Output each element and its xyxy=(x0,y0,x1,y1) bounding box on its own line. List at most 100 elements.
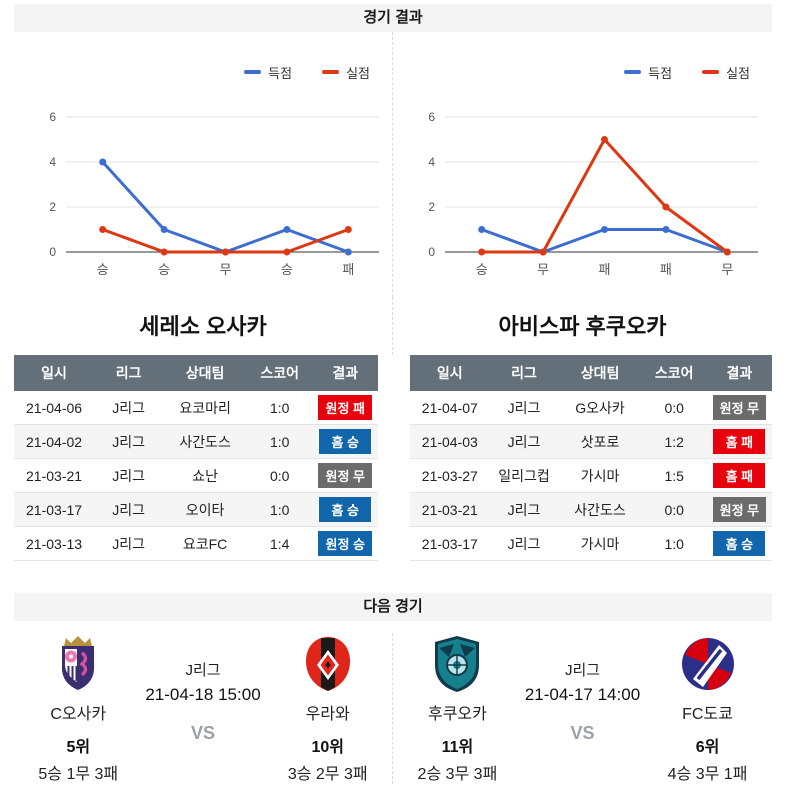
legend-item-score: 득점 xyxy=(244,63,292,82)
x-tick-label: 승 xyxy=(158,262,170,277)
result-badge: 홈 승 xyxy=(713,531,766,556)
match-opponent: 요코FC xyxy=(163,526,247,561)
match-opponent: 가시마 xyxy=(558,526,642,561)
concede-line-swatch-icon xyxy=(322,70,340,74)
next-match-cerezo: C오사카 5위 5승 1무 3패 J리그 21-04-18 15:00 VS 우… xyxy=(14,633,393,784)
match-league: J리그 xyxy=(94,492,164,527)
team-name: C오사카 xyxy=(50,706,107,723)
table-row: 21-04-02 J리그 사간도스 1:0 홈 승 xyxy=(14,424,378,459)
table-header-row: 일시 리그 상대팀 스코어 결과 xyxy=(14,355,378,391)
legend-label-score: 득점 xyxy=(268,65,293,81)
results-section-title: 경기 결과 xyxy=(363,9,423,26)
concede-line-swatch-icon xyxy=(702,70,720,74)
avispa-fukuoka-crest-icon xyxy=(435,636,480,692)
y-tick-label: 4 xyxy=(49,155,56,169)
score-line-swatch-icon xyxy=(624,70,642,74)
series-line-실점 xyxy=(481,138,729,254)
team-rank: 10위 xyxy=(311,739,344,756)
col-opponent: 상대팀 xyxy=(163,355,247,391)
fc-tokyo-crest-icon xyxy=(681,638,734,690)
data-point xyxy=(344,226,352,233)
match-opponent: 가시마 xyxy=(558,458,642,493)
chart-panel-fukuoka: 득점 실점 0 2 4 6 승 무 패 패 무 xyxy=(393,32,772,297)
y-tick-label: 4 xyxy=(428,155,435,169)
table-row: 21-03-17 J리그 오이타 1:0 홈 승 xyxy=(14,492,378,527)
result-badge: 홈 패 xyxy=(713,429,766,454)
match-league: J리그 xyxy=(94,391,164,425)
table-row: 21-03-27 일리그컵 가시마 1:5 홈 패 xyxy=(410,458,772,493)
data-point xyxy=(160,248,168,256)
table-row: 21-04-03 J리그 삿포로 1:2 홈 패 xyxy=(410,424,772,459)
data-point xyxy=(662,203,670,211)
match-league: J리그 xyxy=(489,391,559,425)
x-tick-label: 무 xyxy=(537,262,549,277)
match-date: 21-04-03 xyxy=(410,424,490,459)
legend-item-score: 득점 xyxy=(624,63,672,82)
results-table-fukuoka: 일시 리그 상대팀 스코어 결과 21-04-07 J리그 G오사카 0:0 원… xyxy=(393,355,772,561)
team-rank: 11위 xyxy=(441,739,474,756)
team-record: 4승 3무 1패 xyxy=(667,766,748,783)
col-score: 스코어 xyxy=(246,355,313,391)
data-point xyxy=(601,226,608,233)
home-team-block: C오사카 5위 5승 1무 3패 xyxy=(14,633,143,784)
match-date: 21-03-21 xyxy=(410,492,490,527)
match-league: J리그 xyxy=(94,526,164,561)
next-matches-row: C오사카 5위 5승 1무 3패 J리그 21-04-18 15:00 VS 우… xyxy=(0,621,786,784)
match-score: 1:5 xyxy=(641,458,707,493)
team-name: 우라와 xyxy=(305,706,350,723)
col-date: 일시 xyxy=(410,355,490,391)
urawa-crest-icon xyxy=(305,637,350,691)
result-badge: 원정 무 xyxy=(712,497,767,522)
team-title-cerezo: 세레소 오사카 xyxy=(14,297,393,355)
vs-label: VS xyxy=(570,723,595,743)
next-section-header: 다음 경기 xyxy=(14,593,772,621)
match-score: 0:0 xyxy=(246,458,313,493)
legend-item-concede: 실점 xyxy=(702,63,750,82)
y-tick-label: 2 xyxy=(49,200,56,214)
away-team-block: FC도쿄 6위 4승 3무 1패 xyxy=(643,633,772,784)
legend-item-concede: 실점 xyxy=(322,63,370,82)
chart-panel-cerezo: 득점 실점 0 2 4 6 승 승 무 승 패 xyxy=(14,32,393,297)
match-info-block: J리그 21-04-17 14:00 VS xyxy=(522,633,643,784)
table-row: 21-04-06 J리그 요코마리 1:0 원정 패 xyxy=(14,391,378,425)
col-score: 스코어 xyxy=(641,355,707,391)
match-opponent: 쇼난 xyxy=(163,458,247,493)
data-point xyxy=(99,226,107,233)
match-date: 21-03-17 xyxy=(410,526,490,561)
data-point xyxy=(601,136,608,143)
match-opponent: G오사카 xyxy=(558,391,642,425)
match-date: 21-03-27 xyxy=(410,458,490,493)
match-opponent: 오이타 xyxy=(163,492,247,527)
results-tables-row: 일시 리그 상대팀 스코어 결과 21-04-06 J리그 요코마리 1:0 원… xyxy=(0,355,786,561)
col-result: 결과 xyxy=(312,355,378,391)
match-opponent: 요코마리 xyxy=(163,391,247,425)
result-badge: 원정 무 xyxy=(318,463,372,488)
match-score: 1:0 xyxy=(246,424,313,459)
team-title-fukuoka: 아비스파 후쿠오카 xyxy=(498,314,667,339)
y-tick-label: 2 xyxy=(428,200,435,214)
data-point xyxy=(478,248,486,256)
team-titles-row: 세레소 오사카 아비스파 후쿠오카 xyxy=(0,297,786,355)
table-row: 21-03-17 J리그 가시마 1:0 홈 승 xyxy=(410,526,772,561)
result-badge: 원정 무 xyxy=(712,395,767,420)
data-point xyxy=(160,226,168,233)
match-date: 21-03-13 xyxy=(14,526,95,561)
legend-label-score: 득점 xyxy=(648,65,673,81)
match-date: 21-03-21 xyxy=(14,458,95,493)
y-tick-label: 6 xyxy=(428,110,435,124)
x-tick-label: 무 xyxy=(220,262,232,277)
table-row: 21-03-13 J리그 요코FC 1:4 원정 승 xyxy=(14,526,378,561)
match-date: 21-04-06 xyxy=(14,391,95,425)
match-score: 0:0 xyxy=(641,391,707,425)
col-league: 리그 xyxy=(94,355,164,391)
match-score: 1:0 xyxy=(246,391,313,425)
vs-label: VS xyxy=(190,723,215,743)
table-header-row: 일시 리그 상대팀 스코어 결과 xyxy=(410,355,772,391)
x-tick-label: 무 xyxy=(721,262,733,277)
match-date: 21-04-02 xyxy=(14,424,95,459)
match-league: J리그 xyxy=(94,424,164,459)
col-result: 결과 xyxy=(706,355,772,391)
col-date: 일시 xyxy=(14,355,95,391)
charts-row: 득점 실점 0 2 4 6 승 승 무 승 패 득점 실점 0 2 4 6 승 무 패 패 무 xyxy=(0,32,786,297)
x-tick-label: 승 xyxy=(281,262,293,277)
